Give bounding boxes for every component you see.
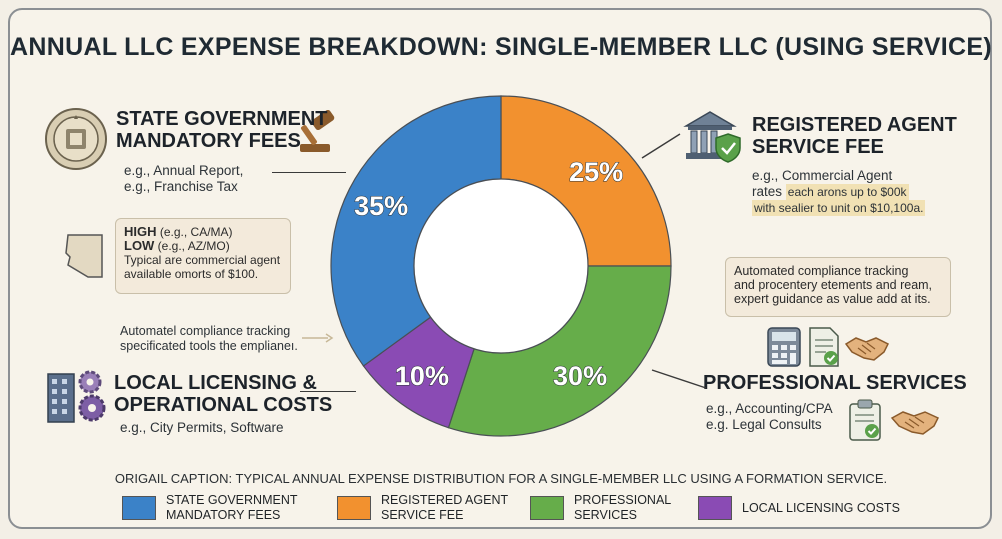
- low-detail: (e.g., AZ/MO): [157, 239, 230, 253]
- pro-bubble-line3: expert guidance as value add at its.: [734, 292, 931, 306]
- agent-note: e.g., Commercial Agent rates each arons …: [752, 168, 926, 216]
- donut-label-1: 30%: [553, 361, 607, 391]
- state-heading-line2: MANDATORY FEES: [116, 130, 301, 152]
- low-label: LOW: [124, 238, 155, 253]
- state-heading: STATE GOVERNMENT MANDATORY FEES: [116, 108, 327, 152]
- donut-label-3: 35%: [354, 191, 408, 221]
- legend-label-professional: PROFESSIONAL SERVICES: [574, 493, 671, 522]
- agent-heading-line1: REGISTERED AGENT: [752, 114, 957, 136]
- pro-note-line2: e.g. Legal Consults: [706, 417, 822, 432]
- donut-label-0: 25%: [569, 157, 623, 187]
- state-range-bubble: HIGH (e.g., CA/MA) LOW (e.g., AZ/MO) Typ…: [115, 218, 291, 294]
- legend-swatch-state: [122, 496, 156, 520]
- agent-heading: REGISTERED AGENT SERVICE FEE: [752, 114, 957, 158]
- handshake-icon: [844, 337, 890, 361]
- state-note-line1: e.g., Annual Report,: [124, 163, 244, 178]
- high-label: HIGH: [124, 224, 157, 239]
- pro-bubble-line2: and procentery etements and ream,: [734, 278, 933, 292]
- agent-leader-line: [641, 133, 681, 159]
- state-note: e.g., Annual Report, e.g., Franchise Tax: [124, 163, 243, 195]
- state-bubble-line4: available omorts of $100.: [124, 267, 259, 281]
- state-leader-line: [272, 172, 346, 174]
- agent-heading-line2: SERVICE FEE: [752, 136, 884, 158]
- legend-swatch-professional: [530, 496, 564, 520]
- pro-heading: PROFESSIONAL SERVICES: [703, 372, 967, 394]
- pro-leader-line: [651, 369, 707, 389]
- legend-label-local: LOCAL LICENSING COSTS: [742, 501, 900, 515]
- legend-label-agent: REGISTERED AGENT SERVICE FEE: [381, 493, 508, 522]
- local-heading-line2: OPERATIONAL COSTS: [114, 394, 333, 416]
- handshake-icon-large: [890, 411, 940, 435]
- state-note-line2: e.g., Franchise Tax: [124, 179, 238, 194]
- local-compliance-line2: specificated tools the emplianeı.: [120, 339, 298, 353]
- local-heading-line1: LOCAL LICENSING &: [114, 372, 317, 394]
- arrow-right-icon: [302, 333, 334, 343]
- legend-label-state: STATE GOVERNMENT MANDATORY FEES: [166, 493, 298, 522]
- state-seal-icon: [45, 108, 107, 170]
- local-heading: LOCAL LICENSING & OPERATIONAL COSTS: [114, 372, 332, 416]
- local-compliance-note: Automatel compliance tracking specificat…: [120, 324, 298, 354]
- state-heading-line1: STATE GOVERNMENT: [116, 108, 328, 130]
- agent-note-line1: e.g., Commercial Agent: [752, 168, 893, 183]
- high-detail: (e.g., CA/MA): [159, 225, 233, 239]
- gavel-icon: [300, 109, 335, 152]
- building-gears-icon: [47, 370, 106, 423]
- arizona-map-icon: [65, 234, 103, 278]
- local-compliance-line1: Automatel compliance tracking: [120, 324, 291, 338]
- pro-bubble-line1: Automated compliance tracking: [734, 264, 909, 278]
- donut-hole: [413, 178, 589, 354]
- bank-shield-icon: [683, 111, 741, 163]
- agent-note-line2: rates: [752, 184, 783, 199]
- chart-title: ANNUAL LLC EXPENSE BREAKDOWN: SINGLE-MEM…: [10, 33, 992, 61]
- chart-caption: ORIGAIl CAPTION: TYPICAL ANNUAL EXPENSE …: [114, 471, 888, 486]
- donut-label-2: 10%: [395, 361, 449, 391]
- calculator-icon: [767, 327, 801, 367]
- pro-note: e.g., Accounting/CPA e.g. Legal Consults: [706, 401, 833, 433]
- agent-note-line3: with sealier to unit on $10,100a.: [752, 200, 926, 216]
- legend-swatch-agent: [337, 496, 371, 520]
- local-note: e.g., City Permits, Software: [120, 420, 284, 435]
- pro-compliance-bubble: Automated compliance tracking and procen…: [725, 257, 951, 317]
- pro-note-line1: e.g., Accounting/CPA: [706, 401, 833, 416]
- clipboard-check-icon: [849, 399, 881, 441]
- agent-note-line2-tail: each arons up to $00k: [785, 184, 909, 200]
- local-leader-line: [300, 391, 356, 393]
- legend-swatch-local: [698, 496, 732, 520]
- document-check-icon: [809, 327, 839, 367]
- state-bubble-line3: Typical are commercial agent: [124, 253, 281, 267]
